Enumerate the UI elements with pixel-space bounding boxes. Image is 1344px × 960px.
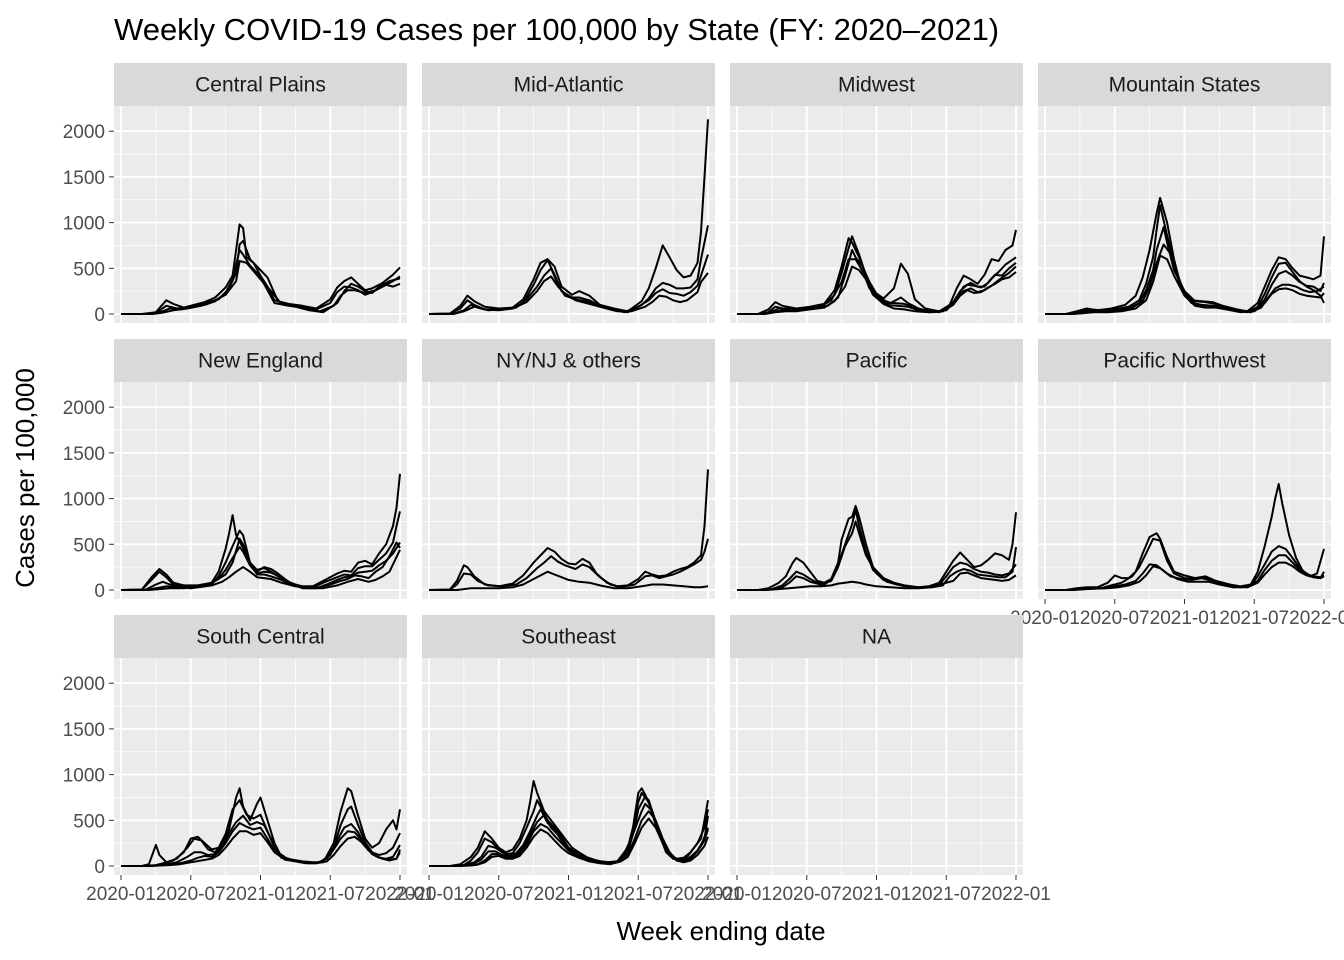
y-tick-label: 1000 [63, 766, 105, 787]
facet-panel: NY/NJ & others [422, 339, 715, 599]
facet-strip-label: NY/NJ & others [496, 350, 641, 373]
series-line [737, 265, 1017, 315]
facet-strip-label: Mountain States [1109, 74, 1261, 97]
series-line [1045, 561, 1325, 591]
y-tick-label: 0 [94, 305, 105, 326]
facet-panel: Central Plains 0 500 1000 1500 2000 [63, 63, 407, 326]
x-tick-label: 2021-01 [842, 884, 912, 905]
facet-panel: Southeast 2020-01 2020-07 2021-01 2021-07 202… [394, 615, 743, 905]
facet-strip [1038, 63, 1331, 106]
y-tick-label: 500 [73, 811, 105, 832]
facet-strip [422, 339, 715, 382]
series-line [429, 570, 709, 591]
y-tick-label: 1500 [63, 168, 105, 189]
x-tick-label: 2021-07 [911, 884, 981, 905]
facet-panel: Mid-Atlantic [422, 63, 715, 323]
series-line [429, 272, 709, 315]
facet-strip [422, 615, 715, 658]
x-tick-label: 2021-01 [534, 884, 604, 905]
series-line [120, 511, 401, 591]
facet-strip [114, 339, 407, 382]
facet-panel: NA 2020-01 2020-07 2021-01 2021-07 2022-01 [702, 615, 1051, 905]
facet-strip [730, 615, 1023, 658]
series-line [121, 260, 401, 315]
y-tick-label: 1500 [63, 720, 105, 741]
series-line [429, 810, 709, 867]
x-tick-label: 2020-01 [702, 884, 772, 905]
y-tick-label: 2000 [63, 674, 105, 695]
facet-strip [730, 339, 1023, 382]
y-tick-label: 1000 [63, 214, 105, 235]
x-tick-label: 2022-01 [981, 884, 1051, 905]
x-tick-label: 2022-01 [365, 884, 435, 905]
facet-strip-label: Midwest [838, 74, 915, 97]
x-tick-label: 2020-01 [1010, 608, 1080, 629]
y-tick-label: 500 [73, 535, 105, 556]
x-tick-label: 2021-07 [603, 884, 673, 905]
series-line [121, 549, 401, 591]
x-tick-label: 2021-01 [226, 884, 296, 905]
y-tick-label: 500 [73, 259, 105, 280]
series-line [737, 520, 1017, 591]
series-line [428, 119, 709, 315]
facet-panel: Pacific [730, 339, 1023, 599]
y-tick-label: 2000 [63, 122, 105, 143]
series-line [429, 817, 709, 867]
facet-strip-label: Central Plains [195, 74, 326, 97]
x-tick-label: 2020-07 [1080, 608, 1150, 629]
facet-panel: Midwest [730, 63, 1023, 323]
y-axis-title: Cases per 100,000 [10, 368, 40, 588]
facet-strip-label: South Central [196, 626, 324, 649]
facet-strip [422, 63, 715, 106]
facet-panel: South Central 0 500 1000 1500 2000 2020-01 2020… [63, 615, 435, 905]
x-tick-label: 2020-07 [772, 884, 842, 905]
x-tick-label: 2021-07 [1219, 608, 1289, 629]
facet-strip-label: New England [198, 350, 323, 373]
facet-strip [114, 615, 407, 658]
series-line [1045, 254, 1325, 315]
x-tick-label: 2021-07 [295, 884, 365, 905]
facet-strip-label: NA [862, 626, 891, 649]
chart-title: Weekly COVID-19 Cases per 100,000 by Sta… [114, 12, 999, 47]
series-line [428, 538, 709, 591]
x-tick-label: 2020-01 [394, 884, 464, 905]
y-tick-label: 0 [94, 581, 105, 602]
series-line [121, 830, 401, 867]
series-line [1045, 554, 1325, 591]
facet-strip [730, 63, 1023, 106]
x-tick-label: 2020-07 [464, 884, 534, 905]
x-tick-label: 2020-07 [156, 884, 226, 905]
facet-strip-label: Mid-Atlantic [514, 74, 624, 97]
x-tick-label: 2022-01 [673, 884, 743, 905]
facet-strip-label: Southeast [521, 626, 616, 649]
series-line [1045, 243, 1325, 315]
y-tick-label: 0 [94, 857, 105, 878]
series-line [737, 508, 1017, 591]
facet-strip [1038, 339, 1331, 382]
y-tick-label: 1500 [63, 444, 105, 465]
y-tick-label: 1000 [63, 490, 105, 511]
series-line [737, 504, 1017, 591]
series-line [737, 571, 1017, 591]
x-tick-label: 2020-01 [86, 884, 156, 905]
y-tick-label: 2000 [63, 398, 105, 419]
facet-strip-label: Pacific [846, 350, 908, 373]
facet-panel: Mountain States [1038, 63, 1331, 323]
facet-strip [114, 63, 407, 106]
x-tick-label: 2022-01 [1289, 608, 1344, 629]
x-tick-label: 2021-01 [1150, 608, 1220, 629]
facet-panel: New England 0 500 1000 1500 2000 [63, 339, 407, 602]
facet-strip-label: Pacific Northwest [1103, 350, 1265, 373]
series-line [121, 814, 401, 867]
x-axis-title: Week ending date [616, 916, 825, 946]
